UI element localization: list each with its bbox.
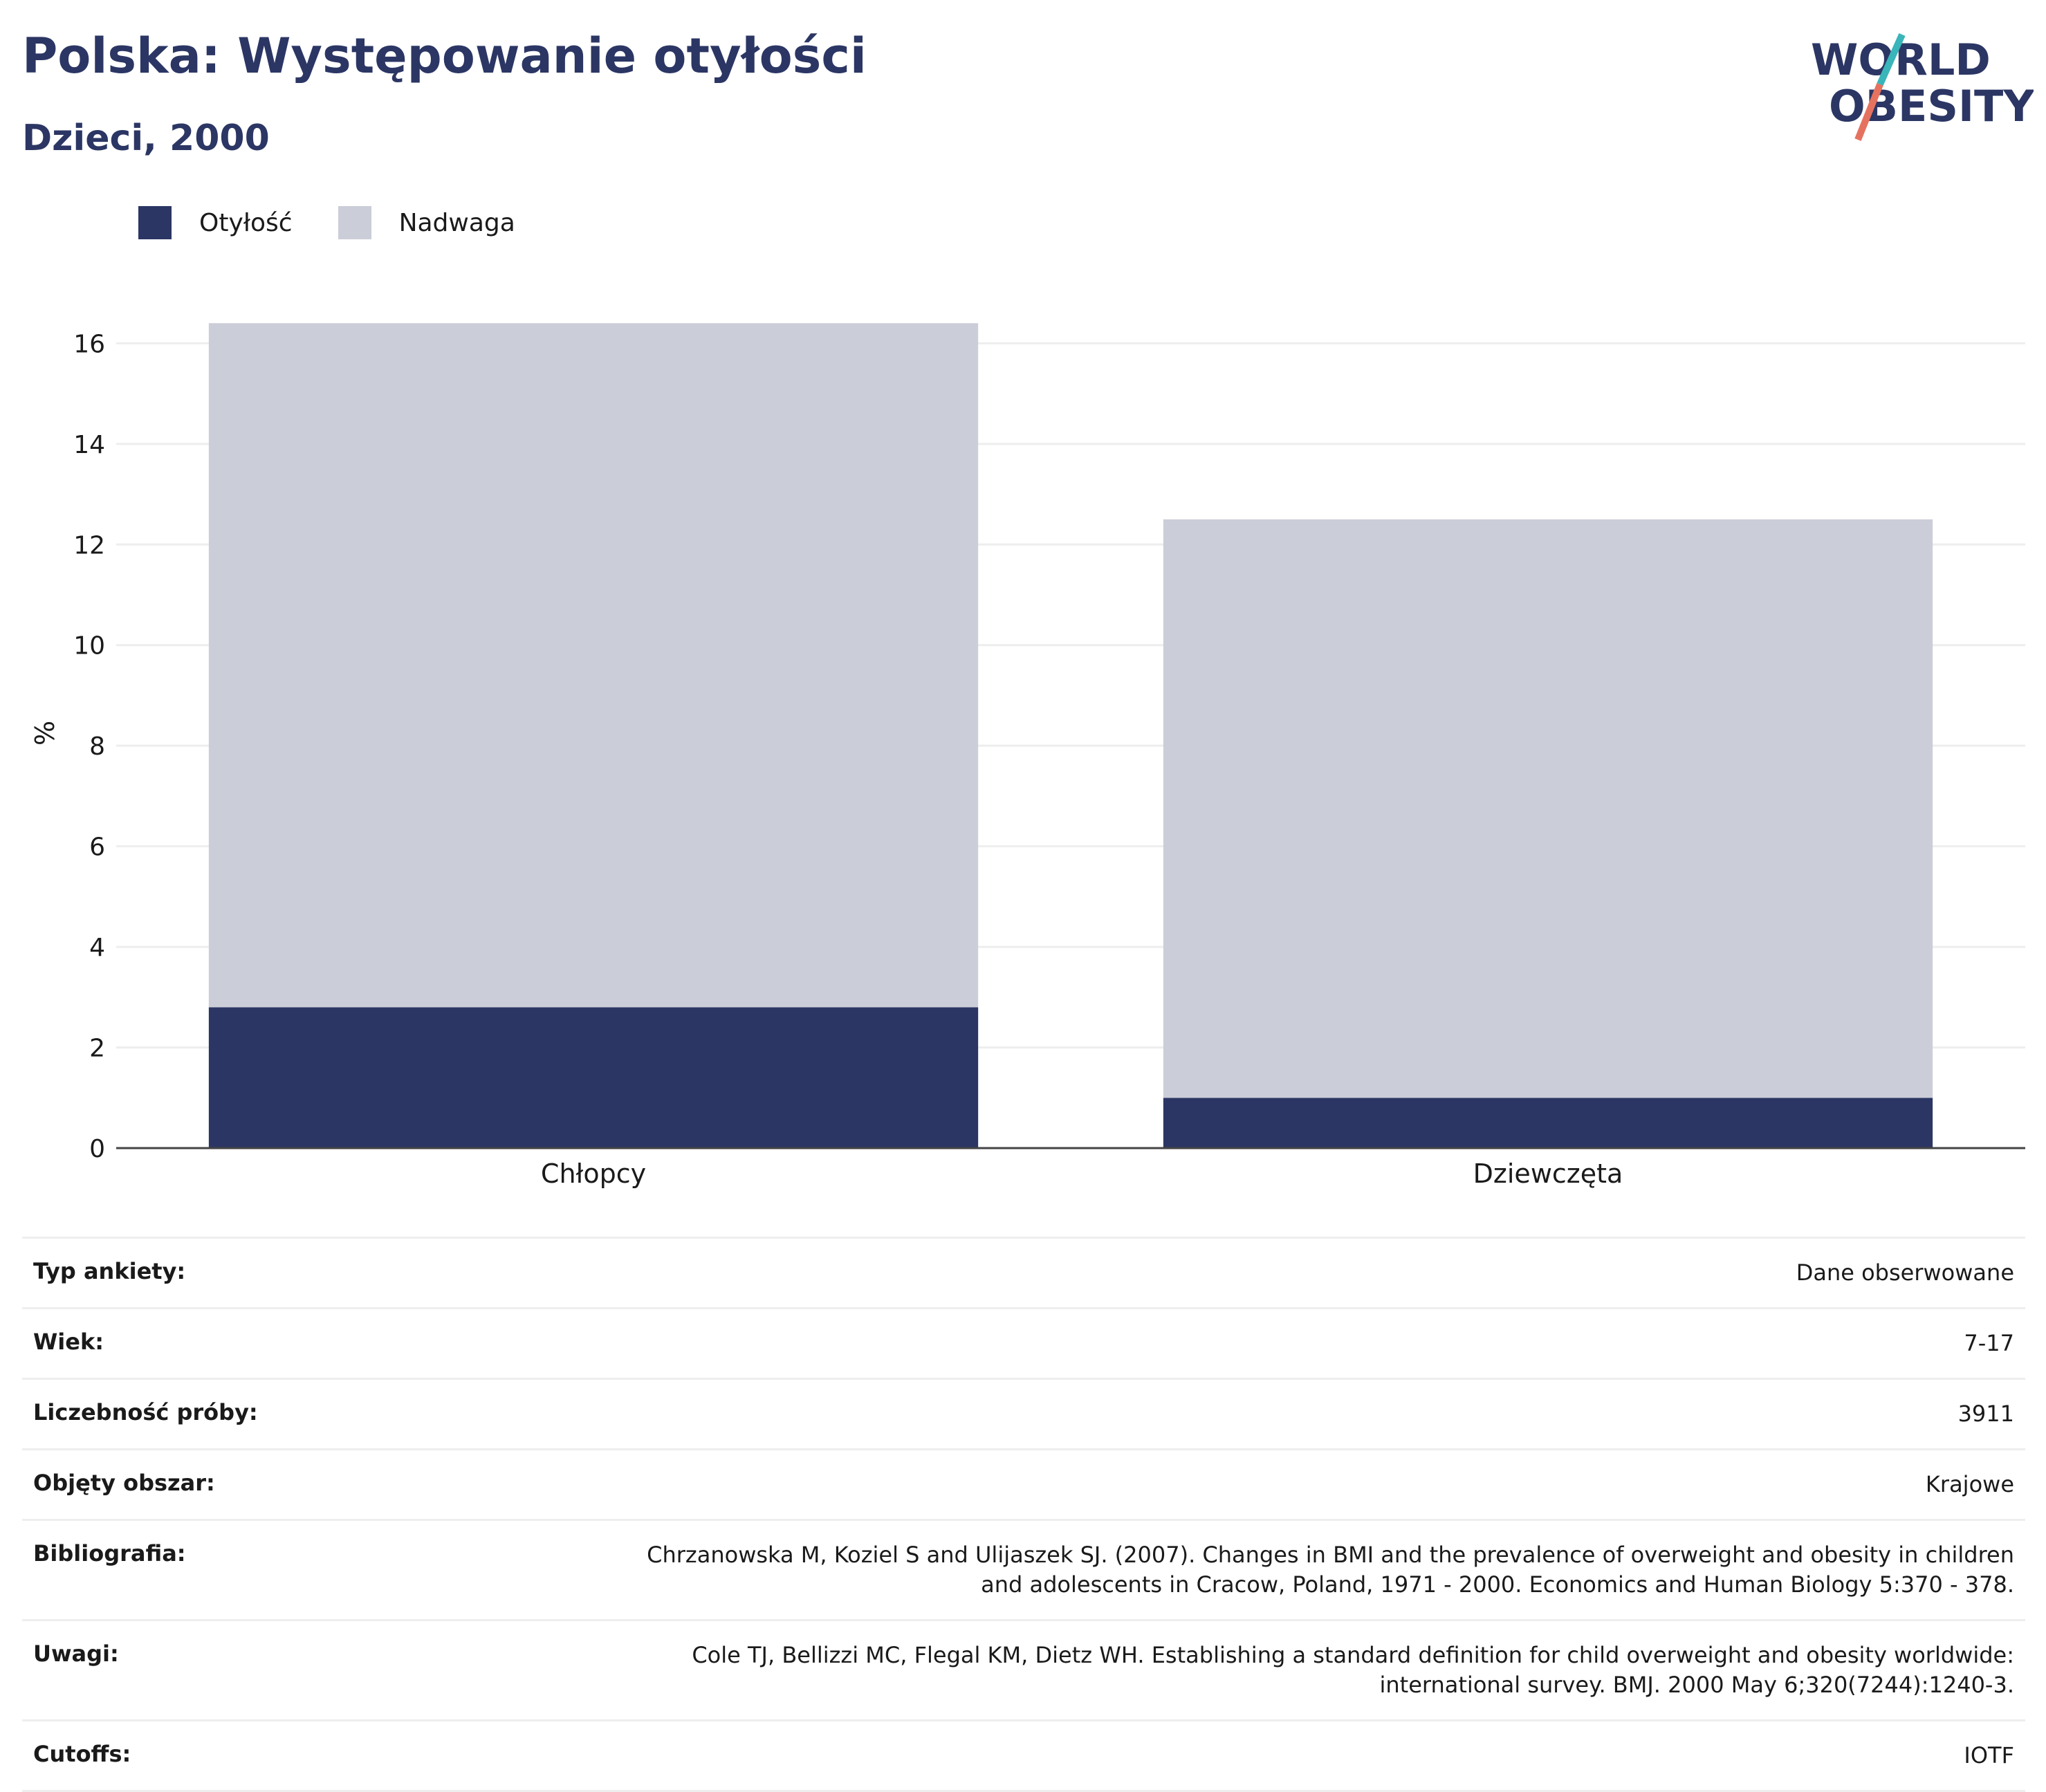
info-row: Liczebność próby: 3911 — [22, 1378, 2025, 1450]
world-obesity-logo: WORLD OBESITY — [1811, 33, 2034, 141]
info-label: Typ ankiety: — [22, 1237, 376, 1309]
info-value: IOTF — [1964, 1742, 2014, 1768]
y-axis-label: % — [30, 721, 60, 746]
bar-overweight-1 — [1163, 519, 1933, 1098]
info-value-cell: Chrzanowska M, Koziel S and Ulijaszek SJ… — [376, 1519, 2025, 1620]
logo-slash-teal — [1877, 33, 1906, 86]
logo-slash-coral — [1854, 83, 1883, 141]
logo-text-obesity: OBESITY — [1829, 81, 2034, 131]
survey-info-table: Typ ankiety: Dane obserwowane Wiek: 7-17 Lic… — [22, 1237, 2025, 1792]
info-value: 7-17 — [1964, 1330, 2014, 1356]
x-tick-label: Chłopcy — [541, 1158, 646, 1189]
bar-overweight-0 — [208, 323, 979, 1008]
y-tick-label: 16 — [73, 330, 105, 358]
legend-swatch-obesity — [138, 206, 172, 239]
info-row: Typ ankiety: Dane obserwowane — [22, 1237, 2025, 1309]
legend-item-overweight: Nadwaga — [338, 206, 515, 239]
chart-legend: Otyłość Nadwaga — [138, 206, 561, 239]
info-label: Uwagi: — [22, 1619, 376, 1721]
info-row: Wiek: 7-17 — [22, 1307, 2025, 1379]
legend-label-overweight: Nadwaga — [398, 208, 515, 237]
info-label: Bibliografia: — [22, 1519, 376, 1620]
info-value-cell: Cole TJ, Bellizzi MC, Flegal KM, Dietz W… — [376, 1619, 2025, 1721]
info-label: Liczebność próby: — [22, 1378, 376, 1450]
x-tick-label: Dziewczęta — [1473, 1158, 1623, 1189]
info-value: Chrzanowska M, Koziel S and Ulijaszek SJ… — [647, 1542, 2014, 1598]
info-label: Wiek: — [22, 1307, 376, 1379]
info-label: Objęty obszar: — [22, 1448, 376, 1520]
y-tick-label: 4 — [89, 934, 105, 962]
y-tick-label: 12 — [73, 531, 105, 560]
y-tick-label: 6 — [89, 833, 105, 862]
y-tick-label: 2 — [89, 1035, 105, 1063]
bar-obesity-1 — [1163, 1098, 1933, 1148]
info-row: Objęty obszar: Krajowe — [22, 1448, 2025, 1520]
info-value: Dane obserwowane — [1796, 1259, 2014, 1286]
legend-item-obesity: Otyłość — [138, 206, 293, 239]
info-value-cell: 7-17 — [376, 1307, 2025, 1379]
info-value: Krajowe — [1925, 1471, 2014, 1497]
info-value-cell: Krajowe — [376, 1448, 2025, 1520]
legend-label-obesity: Otyłość — [199, 208, 293, 237]
bar-obesity-0 — [208, 1007, 979, 1148]
page-title: Polska: Występowanie otyłości — [22, 28, 867, 84]
page-subtitle: Dzieci, 2000 — [22, 118, 270, 159]
y-tick-label: 10 — [73, 632, 105, 661]
info-value: 3911 — [1957, 1401, 2014, 1427]
legend-swatch-overweight — [338, 206, 371, 239]
info-row: Bibliografia: Chrzanowska M, Koziel S and… — [22, 1519, 2025, 1620]
y-tick-label: 14 — [73, 431, 105, 459]
y-tick-label: 0 — [89, 1135, 105, 1163]
info-value: Cole TJ, Bellizzi MC, Flegal KM, Dietz W… — [692, 1642, 2014, 1698]
info-value-cell: 3911 — [376, 1378, 2025, 1450]
info-value-cell: Dane obserwowane — [376, 1237, 2025, 1309]
info-row: Uwagi: Cole TJ, Bellizzi MC, Flegal KM, D… — [22, 1619, 2025, 1721]
y-tick-label: 8 — [89, 732, 105, 761]
bar-chart: 0 2 4 6 8 10 12 14 16% Chłopcy Dziewczęta — [30, 323, 2025, 1189]
